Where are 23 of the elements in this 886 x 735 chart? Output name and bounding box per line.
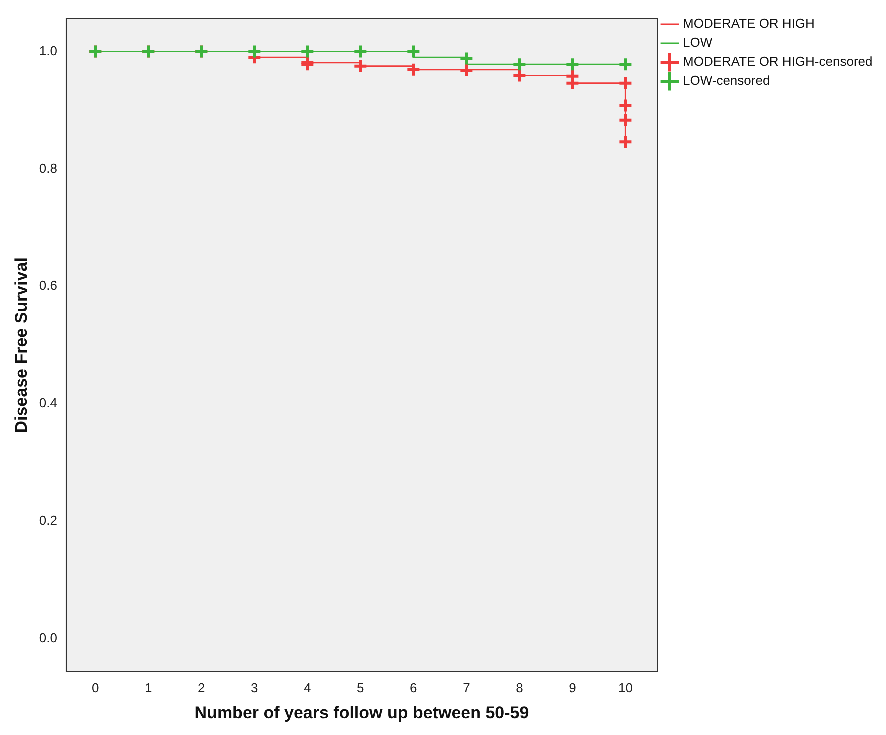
y-tick-label: 0.2 <box>39 513 58 528</box>
x-tick-label: 0 <box>92 680 100 696</box>
x-tick-label: 2 <box>198 680 206 696</box>
x-tick-label: 5 <box>357 680 364 696</box>
y-tick-label: 0.0 <box>39 630 58 646</box>
x-tick-label: 7 <box>463 680 470 696</box>
y-tick-label: 0.8 <box>39 160 58 176</box>
x-tick-label: 8 <box>516 680 524 696</box>
legend-label: MODERATE OR HIGH <box>683 16 815 32</box>
x-tick-label: 10 <box>618 680 633 696</box>
legend-label: LOW <box>683 35 714 50</box>
x-tick-label: 9 <box>569 680 576 696</box>
x-tick-label: 4 <box>304 680 312 696</box>
y-tick-label: 1.0 <box>39 43 58 58</box>
y-tick-label: 0.6 <box>39 278 58 294</box>
x-tick-label: 6 <box>410 680 418 696</box>
y-tick-label: 0.4 <box>39 396 58 411</box>
x-axis-title: Number of years follow up between 50-59 <box>194 703 530 722</box>
x-tick-label: 3 <box>251 680 258 696</box>
legend-label: MODERATE OR HIGH-censored <box>683 54 873 70</box>
x-tick-label: 1 <box>145 680 152 696</box>
y-axis-title: Disease Free Survival <box>12 258 31 434</box>
legend-label: LOW-censored <box>683 73 770 88</box>
